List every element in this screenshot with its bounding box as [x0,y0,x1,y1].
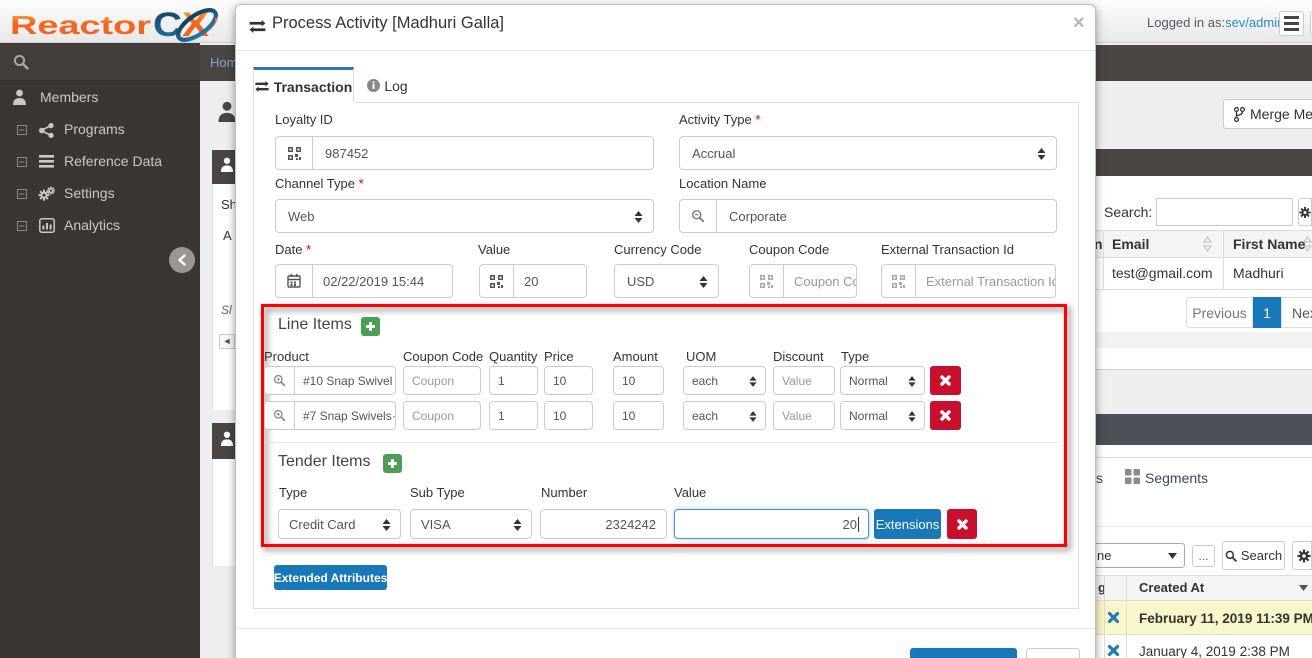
svg-text:Reactor: Reactor [10,10,151,40]
